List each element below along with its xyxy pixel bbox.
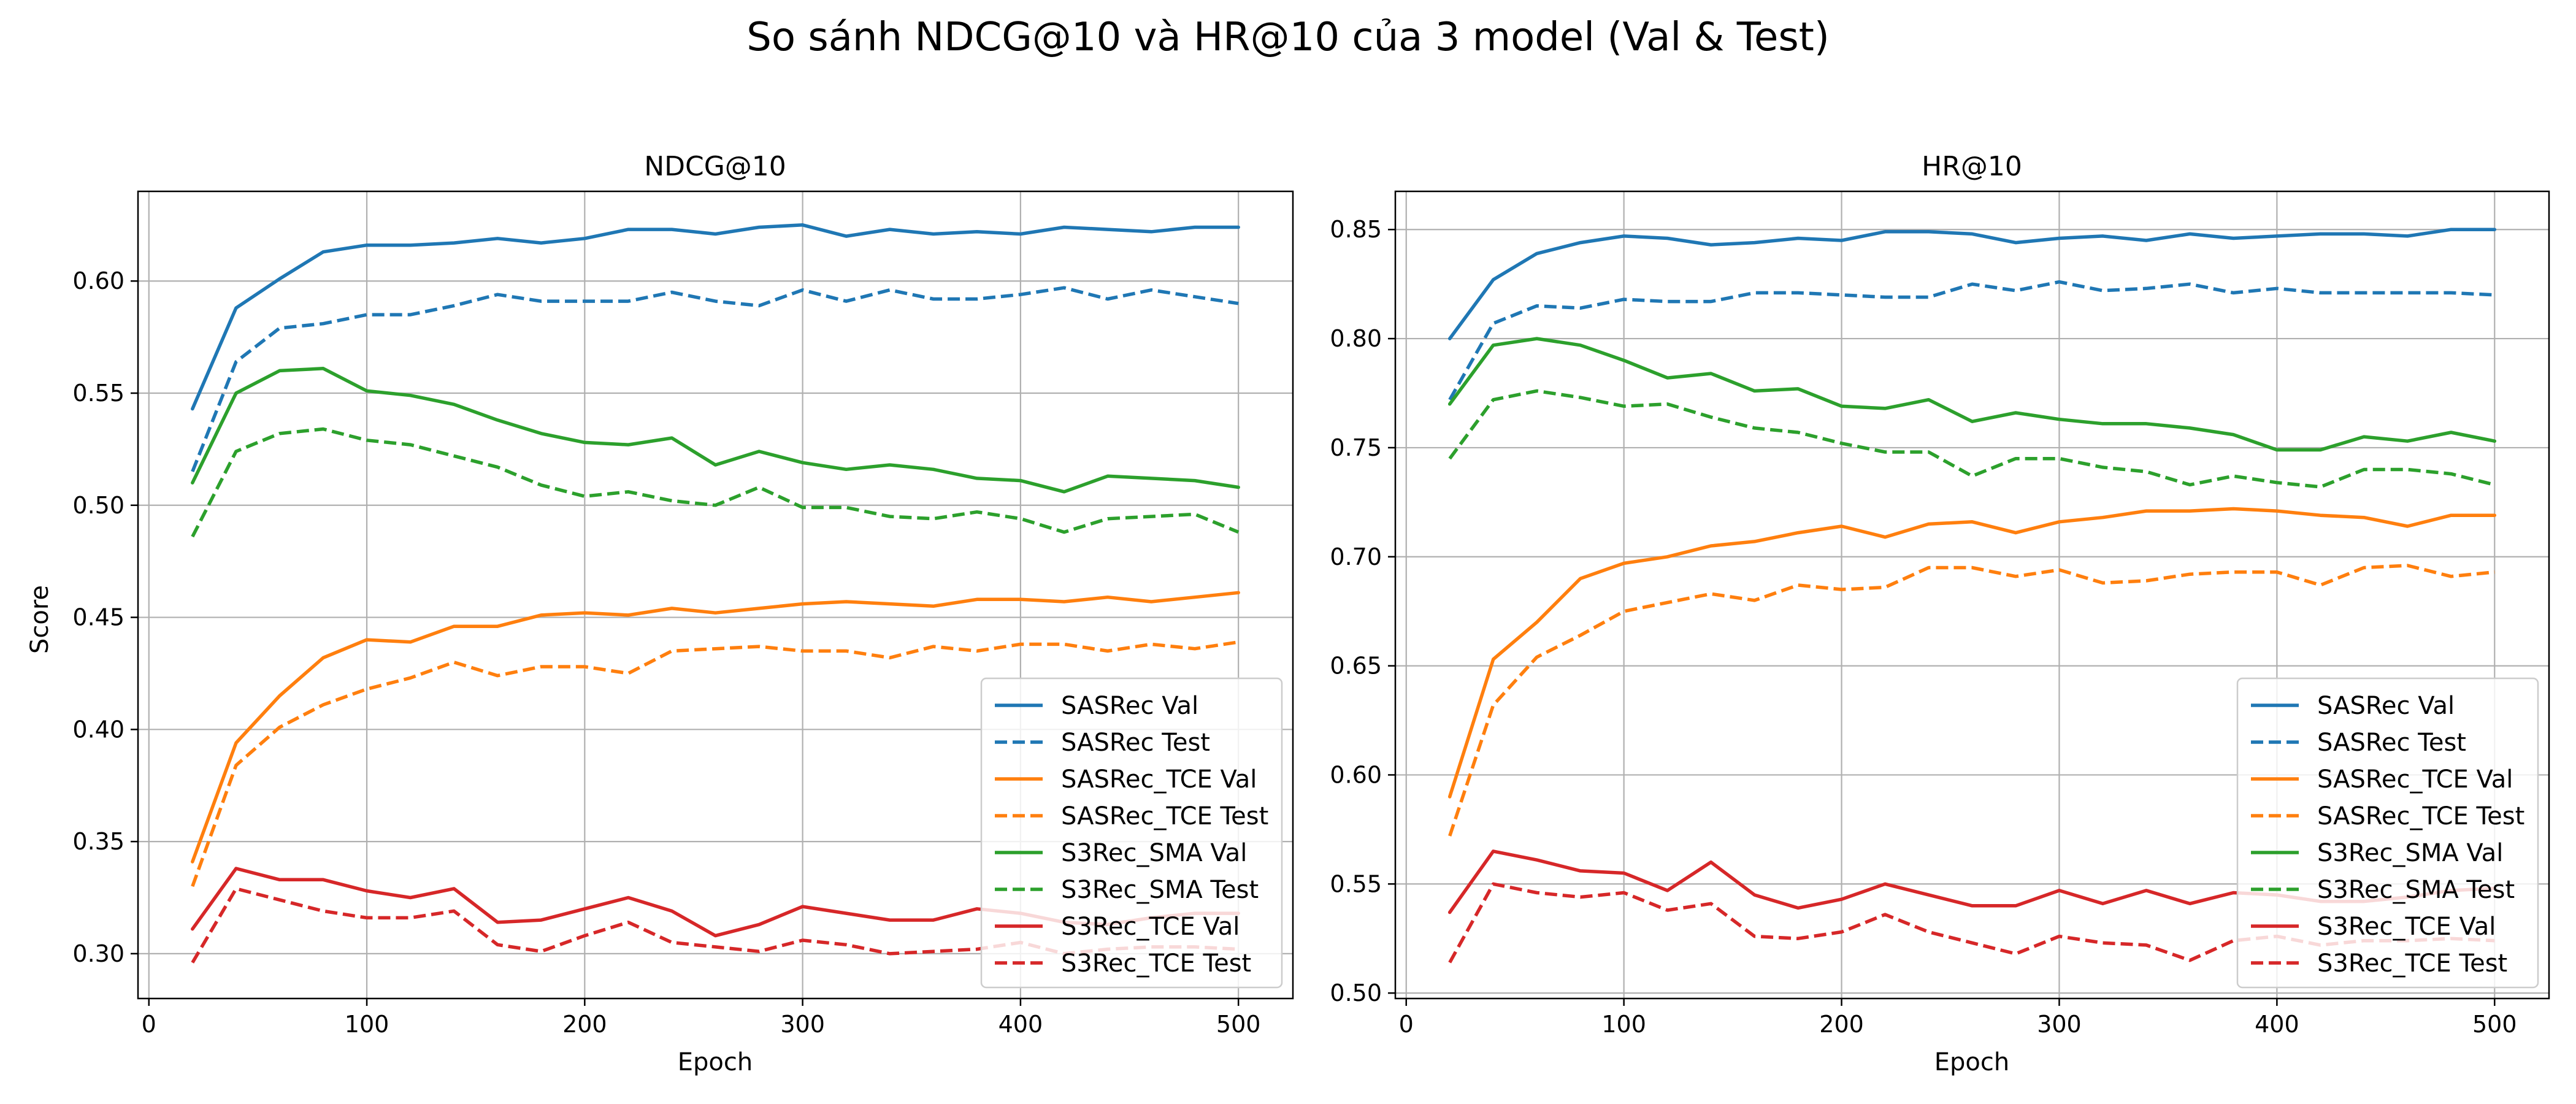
- hr-legend-label: S3Rec_TCE Test: [2317, 949, 2507, 978]
- hr-line-sasrec-tce-val: [1447, 507, 2497, 799]
- hr-line-s3rec-sma-val: [1447, 337, 2497, 452]
- hr-y-tick-label: 0.55: [1330, 870, 1382, 897]
- hr-legend: SASRec Val SASRec Test SASRec_TCE Val SASRe…: [2236, 677, 2539, 989]
- ndcg-legend-label: S3Rec_TCE Test: [1061, 949, 1251, 978]
- ndcg-ticks: 0 100 200 300 400 500 0.30 0.35 0.40 0.45 0.50 0.55…: [72, 267, 1260, 1038]
- hr-x-tick-label: 500: [2472, 1011, 2517, 1038]
- ndcg-x-tick-label: 300: [780, 1011, 825, 1038]
- ndcg-y-tick-label: 0.30: [72, 940, 125, 967]
- ndcg-legend-label: S3Rec_TCE Val: [1061, 913, 1240, 941]
- hr-line-sasrec-tce-test: [1448, 564, 2495, 837]
- ndcg-y-axis-label: Score: [26, 585, 54, 654]
- ndcg-line-sasrec-test: [191, 286, 1239, 472]
- hr-y-tick-label: 0.65: [1330, 653, 1382, 680]
- ndcg-legend-label: SASRec Test: [1061, 729, 1210, 757]
- hr-legend-label: S3Rec_TCE Val: [2317, 913, 2496, 941]
- hr-legend-label: S3Rec_SMA Test: [2317, 876, 2515, 904]
- hr-chart-panel: HR@10 Epoch 0 100 200 300 400 500 0.50 0.55 0.60…: [1330, 151, 2550, 1076]
- ndcg-x-tick-label: 400: [999, 1011, 1043, 1038]
- ndcg-plot-frame: [137, 190, 1294, 1000]
- hr-y-tick-label: 0.60: [1330, 761, 1382, 788]
- ndcg-y-tick-label: 0.45: [72, 604, 125, 631]
- ndcg-line-sasrec-tce-val: [191, 591, 1240, 864]
- ndcg-y-tick-label: 0.60: [72, 267, 125, 294]
- hr-legend-label: SASRec_TCE Val: [2317, 765, 2513, 794]
- hr-ticks: 0 100 200 300 400 500 0.50 0.55 0.60 0.65 0.70 0.75…: [1330, 216, 2517, 1038]
- hr-x-tick-label: 0: [1399, 1011, 1414, 1038]
- ndcg-legend-label: SASRec_TCE Val: [1061, 765, 1257, 794]
- hr-legend-label: SASRec_TCE Test: [2317, 802, 2524, 830]
- hr-line-s3rec-sma-test: [1448, 389, 2495, 489]
- hr-y-tick-label: 0.70: [1330, 543, 1382, 570]
- ndcg-line-sasrec-tce-test: [191, 640, 1239, 887]
- ndcg-x-tick-label: 100: [345, 1011, 389, 1038]
- ndcg-y-tick-label: 0.35: [72, 828, 125, 855]
- hr-y-tick-label: 0.50: [1330, 979, 1382, 1006]
- hr-y-tick-label: 0.75: [1330, 434, 1382, 461]
- hr-x-tick-label: 200: [1819, 1011, 1864, 1038]
- hr-y-tick-label: 0.80: [1330, 325, 1382, 352]
- ndcg-legend-box: [980, 677, 1283, 989]
- ndcg-x-tick-label: 0: [142, 1011, 156, 1038]
- hr-legend-label: S3Rec_SMA Val: [2317, 839, 2503, 867]
- ndcg-legend-label: SASRec_TCE Test: [1061, 802, 1268, 830]
- hr-y-tick-label: 0.85: [1330, 216, 1382, 243]
- ndcg-chart-panel: NDCG@10 Epoch Score 0 100 200 300 400 500 0.30…: [26, 151, 1294, 1076]
- ndcg-y-tick-label: 0.55: [72, 380, 125, 407]
- hr-x-tick-label: 300: [2037, 1011, 2082, 1038]
- hr-line-sasrec-val: [1447, 228, 2497, 340]
- ndcg-x-tick-label: 200: [562, 1011, 607, 1038]
- ndcg-line-s3rec-sma-val: [191, 367, 1240, 494]
- hr-line-sasrec-test: [1448, 280, 2495, 401]
- hr-legend-label: SASRec Val: [2317, 692, 2455, 720]
- ndcg-chart-title: NDCG@10: [644, 151, 786, 182]
- ndcg-x-tick-label: 500: [1216, 1011, 1261, 1038]
- ndcg-x-axis-label: Epoch: [678, 1048, 753, 1076]
- ndcg-y-tick-label: 0.40: [72, 716, 125, 743]
- hr-legend-box: [2236, 677, 2539, 989]
- ndcg-line-sasrec-val: [191, 223, 1240, 411]
- ndcg-legend-label: S3Rec_SMA Test: [1061, 876, 1259, 904]
- ndcg-y-tick-label: 0.50: [72, 492, 125, 519]
- hr-x-tick-label: 400: [2255, 1011, 2299, 1038]
- ndcg-legend-label: SASRec Val: [1061, 692, 1198, 720]
- hr-x-tick-label: 100: [1601, 1011, 1646, 1038]
- hr-x-axis-label: Epoch: [1934, 1048, 2009, 1076]
- hr-series-lines: [1447, 228, 2497, 964]
- ndcg-legend: SASRec Val SASRec Test SASRec_TCE Val SASRe…: [980, 677, 1283, 989]
- ndcg-legend-label: S3Rec_SMA Val: [1061, 839, 1247, 867]
- ndcg-line-s3rec-sma-test: [191, 427, 1240, 538]
- hr-plot-frame: [1394, 190, 2550, 1000]
- hr-chart-title: HR@10: [1922, 151, 2022, 182]
- figure-title: So sánh NDCG@10 và HR@10 của 3 model (Va…: [746, 15, 1830, 60]
- hr-legend-label: SASRec Test: [2317, 729, 2466, 757]
